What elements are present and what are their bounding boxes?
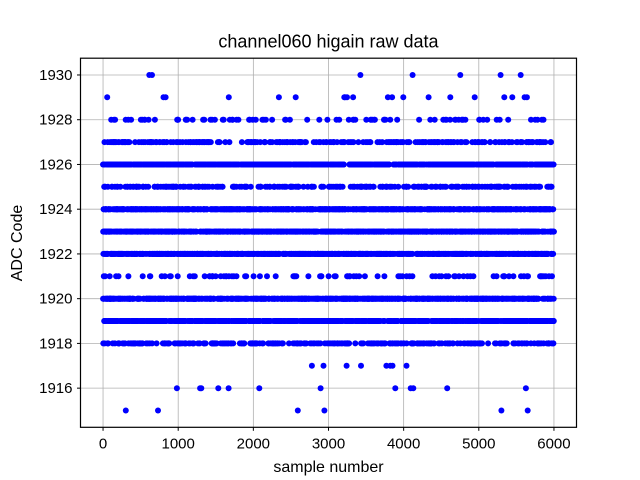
svg-text:channel060 higain raw data: channel060 higain raw data: [218, 32, 439, 52]
